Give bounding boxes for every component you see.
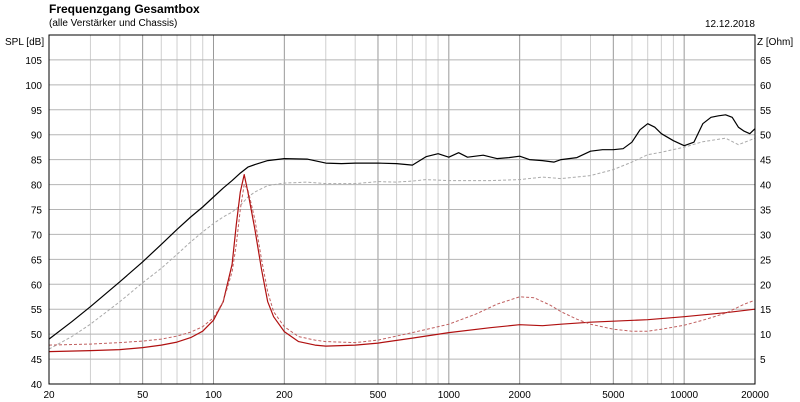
chart-subtitle: (alle Verstärker und Chassis) bbox=[49, 18, 178, 29]
y-tick-label-right: 40 bbox=[760, 181, 772, 192]
x-tick-label: 2000 bbox=[509, 390, 532, 401]
y-tick-label-right: 25 bbox=[760, 255, 772, 266]
series-group bbox=[48, 114, 756, 353]
x-tick-label: 5000 bbox=[602, 390, 625, 401]
y-tick-label-left: 90 bbox=[31, 131, 43, 142]
y-tick-label-left: 85 bbox=[31, 156, 43, 167]
y-tick-label-right: 60 bbox=[760, 81, 772, 92]
y-tick-label-left: 65 bbox=[31, 255, 43, 266]
x-tick-label: 10000 bbox=[670, 390, 698, 401]
y-tick-label-left: 80 bbox=[31, 181, 43, 192]
x-tick-label: 20000 bbox=[741, 390, 769, 401]
x-tick-label: 50 bbox=[137, 390, 149, 401]
y-tick-label-right: 55 bbox=[760, 106, 772, 117]
y-tick-label-right: 50 bbox=[760, 131, 772, 142]
chart-date: 12.12.2018 bbox=[704, 19, 755, 30]
y-tick-label-right: 45 bbox=[760, 156, 772, 167]
y-tick-label-left: 100 bbox=[25, 81, 42, 92]
y-tick-label-left: 40 bbox=[31, 380, 43, 391]
x-tick-label: 100 bbox=[205, 390, 222, 401]
series-line-2 bbox=[48, 137, 756, 350]
y-tick-label-right: 65 bbox=[760, 56, 772, 67]
x-tick-label: 200 bbox=[276, 390, 293, 401]
y-tick-label-right: 20 bbox=[760, 280, 772, 291]
y-tick-label-left: 75 bbox=[31, 206, 43, 217]
x-tick-label: 1000 bbox=[438, 390, 461, 401]
y-tick-label-left: 45 bbox=[31, 355, 43, 366]
y-tick-label-right: 35 bbox=[760, 206, 772, 217]
y-tick-label-left: 95 bbox=[31, 106, 43, 117]
grid bbox=[49, 35, 755, 384]
y-tick-label-right: 30 bbox=[760, 230, 772, 241]
y-tick-label-right: 10 bbox=[760, 330, 772, 341]
y-tick-label-left: 55 bbox=[31, 305, 43, 316]
y-tick-label-left: 50 bbox=[31, 330, 43, 341]
y-axis-label-right: Z [Ohm] bbox=[757, 37, 793, 48]
y-tick-label-left: 60 bbox=[31, 280, 43, 291]
y-axis-label-left: SPL [dB] bbox=[5, 37, 44, 48]
y-tick-label-left: 105 bbox=[25, 56, 42, 67]
chart-title: Frequenzgang Gesamtbox bbox=[49, 2, 200, 16]
plot-frame bbox=[48, 34, 756, 385]
y-tick-label-right: 15 bbox=[760, 305, 772, 316]
series-line-3 bbox=[48, 174, 756, 353]
y-tick-label-right: 5 bbox=[760, 355, 766, 366]
x-tick-label: 500 bbox=[370, 390, 387, 401]
y-tick-label-left: 70 bbox=[31, 230, 43, 241]
series-line-4 bbox=[48, 184, 756, 346]
x-tick-label: 20 bbox=[43, 390, 55, 401]
series-line-1 bbox=[48, 114, 756, 340]
tick-labels: 20 50 100 200 500 1000 2000 5000 10000 20000 40 45 5… bbox=[25, 56, 771, 401]
